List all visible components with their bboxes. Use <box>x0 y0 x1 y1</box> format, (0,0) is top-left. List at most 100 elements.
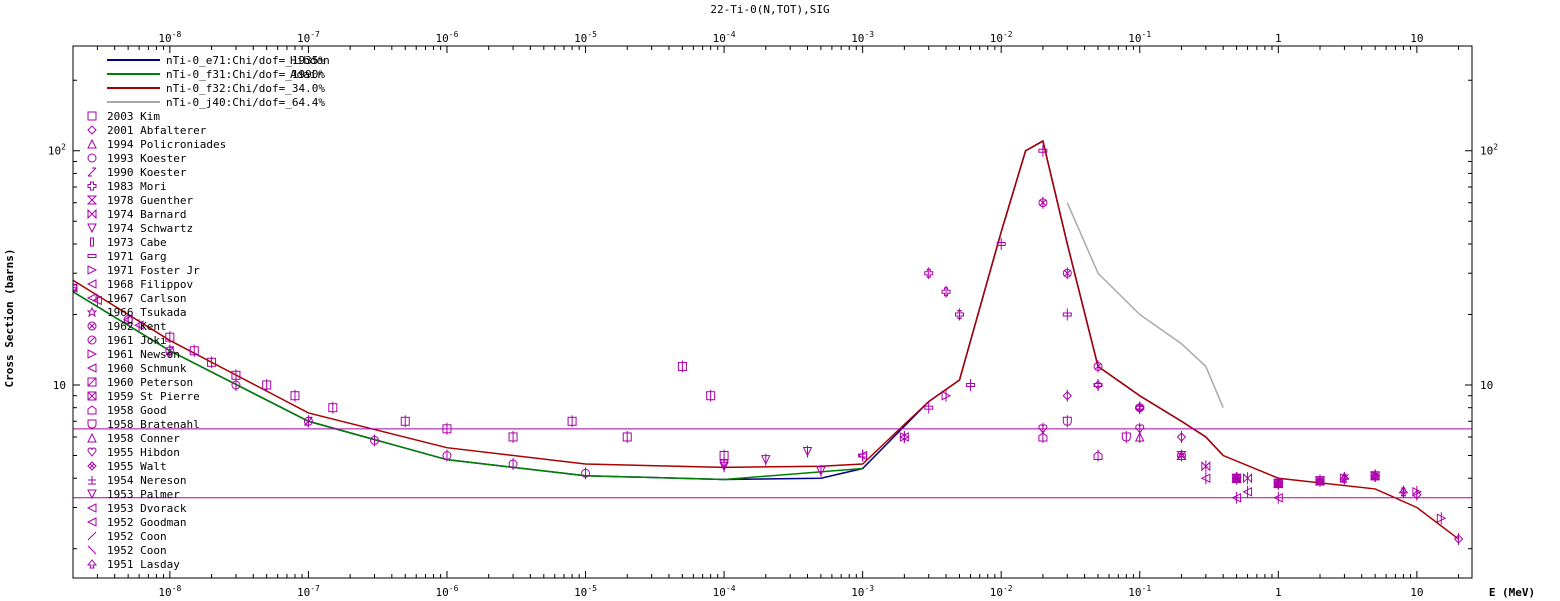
legend-dataset-marker <box>87 153 97 163</box>
legend-dataset-label: 1961 Newson <box>107 348 180 361</box>
data-point-marker <box>1453 534 1464 544</box>
legend-dataset-marker <box>87 181 97 191</box>
data-point-marker <box>622 432 632 442</box>
data-point-marker <box>1201 461 1211 472</box>
data-point-marker <box>1038 198 1048 208</box>
series-line <box>1066 202 1224 408</box>
legend-dataset-marker <box>86 306 98 318</box>
legend-dataset-marker <box>87 432 97 443</box>
data-point-marker <box>1243 473 1253 484</box>
legend-dataset-label: 1973 Cabe <box>107 236 167 249</box>
legend-overlap-text: Adair <box>290 68 323 81</box>
dataset-group <box>719 460 826 477</box>
x-tick-label-top: 1 <box>1275 32 1282 45</box>
legend-dataset-label: 1978 Guenther <box>107 194 193 207</box>
y-tick-label-right: 102 <box>1480 143 1498 158</box>
dataset-group <box>73 281 133 326</box>
data-point-marker <box>1231 473 1242 483</box>
data-point-marker <box>1062 268 1072 278</box>
data-point-marker <box>1135 403 1145 413</box>
legend-dataset-marker <box>86 279 97 289</box>
legend-dataset-marker <box>87 111 97 121</box>
legend-dataset-label: 1974 Schwartz <box>107 222 193 235</box>
legend-dataset-label: 1974 Barnard <box>107 208 186 221</box>
legend-dataset-marker <box>87 254 97 258</box>
data-point-marker <box>677 361 687 371</box>
legend-dataset-label: 1955 Hibdon <box>107 446 180 459</box>
dataset-group <box>1339 472 1409 498</box>
legend-dataset-label: 2001 Abfalterer <box>107 124 207 137</box>
data-point-marker <box>231 380 241 390</box>
x-tick-label-top: 10-4 <box>713 30 736 45</box>
data-point-marker <box>857 450 868 461</box>
legend-dataset-label: 1966 Tsukada <box>107 306 186 319</box>
legend-dataset-label: 1954 Nereson <box>107 474 186 487</box>
data-point-marker <box>123 314 133 325</box>
data-point-marker <box>816 466 826 476</box>
legend-dataset-label: 1967 Carlson <box>107 292 186 305</box>
x-tick-label-bottom: 1 <box>1275 586 1282 599</box>
x-tick-label-top: 10 <box>1410 32 1423 45</box>
dataset-group <box>1038 196 1072 280</box>
x-axis-label: E (MeV) <box>1489 586 1535 599</box>
legend-dataset-label: 1953 Dvorack <box>107 502 187 515</box>
x-tick-label-bottom: 10-3 <box>851 584 874 599</box>
x-tick-label-top: 10-1 <box>1128 30 1151 45</box>
data-point-marker <box>1412 490 1422 500</box>
legend: nTi-0_e71:Chi/dof=_1935%HibdonnTi-0_f31:… <box>86 54 330 571</box>
data-point-marker <box>1200 473 1211 484</box>
x-tick-label-bottom: 10-6 <box>436 584 459 599</box>
x-tick-label-bottom: 10-1 <box>1128 584 1151 599</box>
data-point-marker <box>328 403 338 413</box>
data-point-marker <box>719 461 729 472</box>
y-tick-label-left: 102 <box>48 143 66 158</box>
legend-dataset-marker <box>86 195 98 205</box>
x-tick-label-bottom: 10-8 <box>158 584 181 599</box>
legend-dataset-marker <box>86 363 97 373</box>
data-point-marker <box>1038 148 1048 153</box>
legend-dataset-label: 1958 Bratenahl <box>107 418 200 431</box>
y-axis-label: Cross Section (barns) <box>3 248 16 387</box>
legend-dataset-label: 1953 Palmer <box>107 488 180 501</box>
data-point-marker <box>73 287 78 297</box>
data-point-marker <box>400 416 410 426</box>
legend-dataset-label: 1983 Mori <box>107 180 167 193</box>
data-point-marker <box>1176 450 1187 461</box>
data-point-marker <box>73 282 78 293</box>
dataset-group <box>73 491 1472 504</box>
legend-dataset-label: 1952 Coon <box>107 544 167 557</box>
data-point-marker <box>290 391 300 401</box>
legend-dataset-marker <box>87 447 97 457</box>
data-point-marker <box>304 416 313 426</box>
data-point-marker <box>941 390 952 401</box>
data-point-marker <box>581 468 591 478</box>
legend-dataset-marker <box>87 391 97 401</box>
legend-dataset-marker <box>86 503 97 513</box>
data-point-marker <box>1273 479 1283 488</box>
legend-dataset-marker <box>87 138 97 149</box>
dataset-group <box>857 430 909 462</box>
data-point-marker <box>1062 391 1073 401</box>
plot-frame <box>72 45 1473 579</box>
legend-dataset-marker <box>87 125 97 135</box>
y-tick-label-right: 10 <box>1480 379 1493 392</box>
data-point-marker <box>165 346 175 356</box>
legend-dataset-label: 1958 Good <box>107 404 167 417</box>
legend-dataset-label: 1951 Lasday <box>107 558 180 571</box>
data-point-marker <box>1412 486 1422 497</box>
legend-dataset-label: 1993 Koester <box>107 152 187 165</box>
chart-title: 22-Ti-0(N,TOT),SIG <box>710 3 829 16</box>
dataset-group <box>1315 469 1380 487</box>
data-point-marker <box>1242 486 1253 497</box>
legend-dataset-label: 1968 Filippov <box>107 278 193 291</box>
data-point-marker <box>1093 382 1103 387</box>
legend-dataset-marker <box>87 167 97 177</box>
data-point-marker <box>941 287 951 297</box>
data-point-marker <box>1038 432 1048 442</box>
data-point-marker <box>207 357 217 367</box>
legend-dataset-marker <box>86 293 97 303</box>
data-point-marker <box>954 309 964 319</box>
x-tick-label-top: 10-2 <box>990 30 1013 45</box>
dataset-group <box>924 267 964 321</box>
